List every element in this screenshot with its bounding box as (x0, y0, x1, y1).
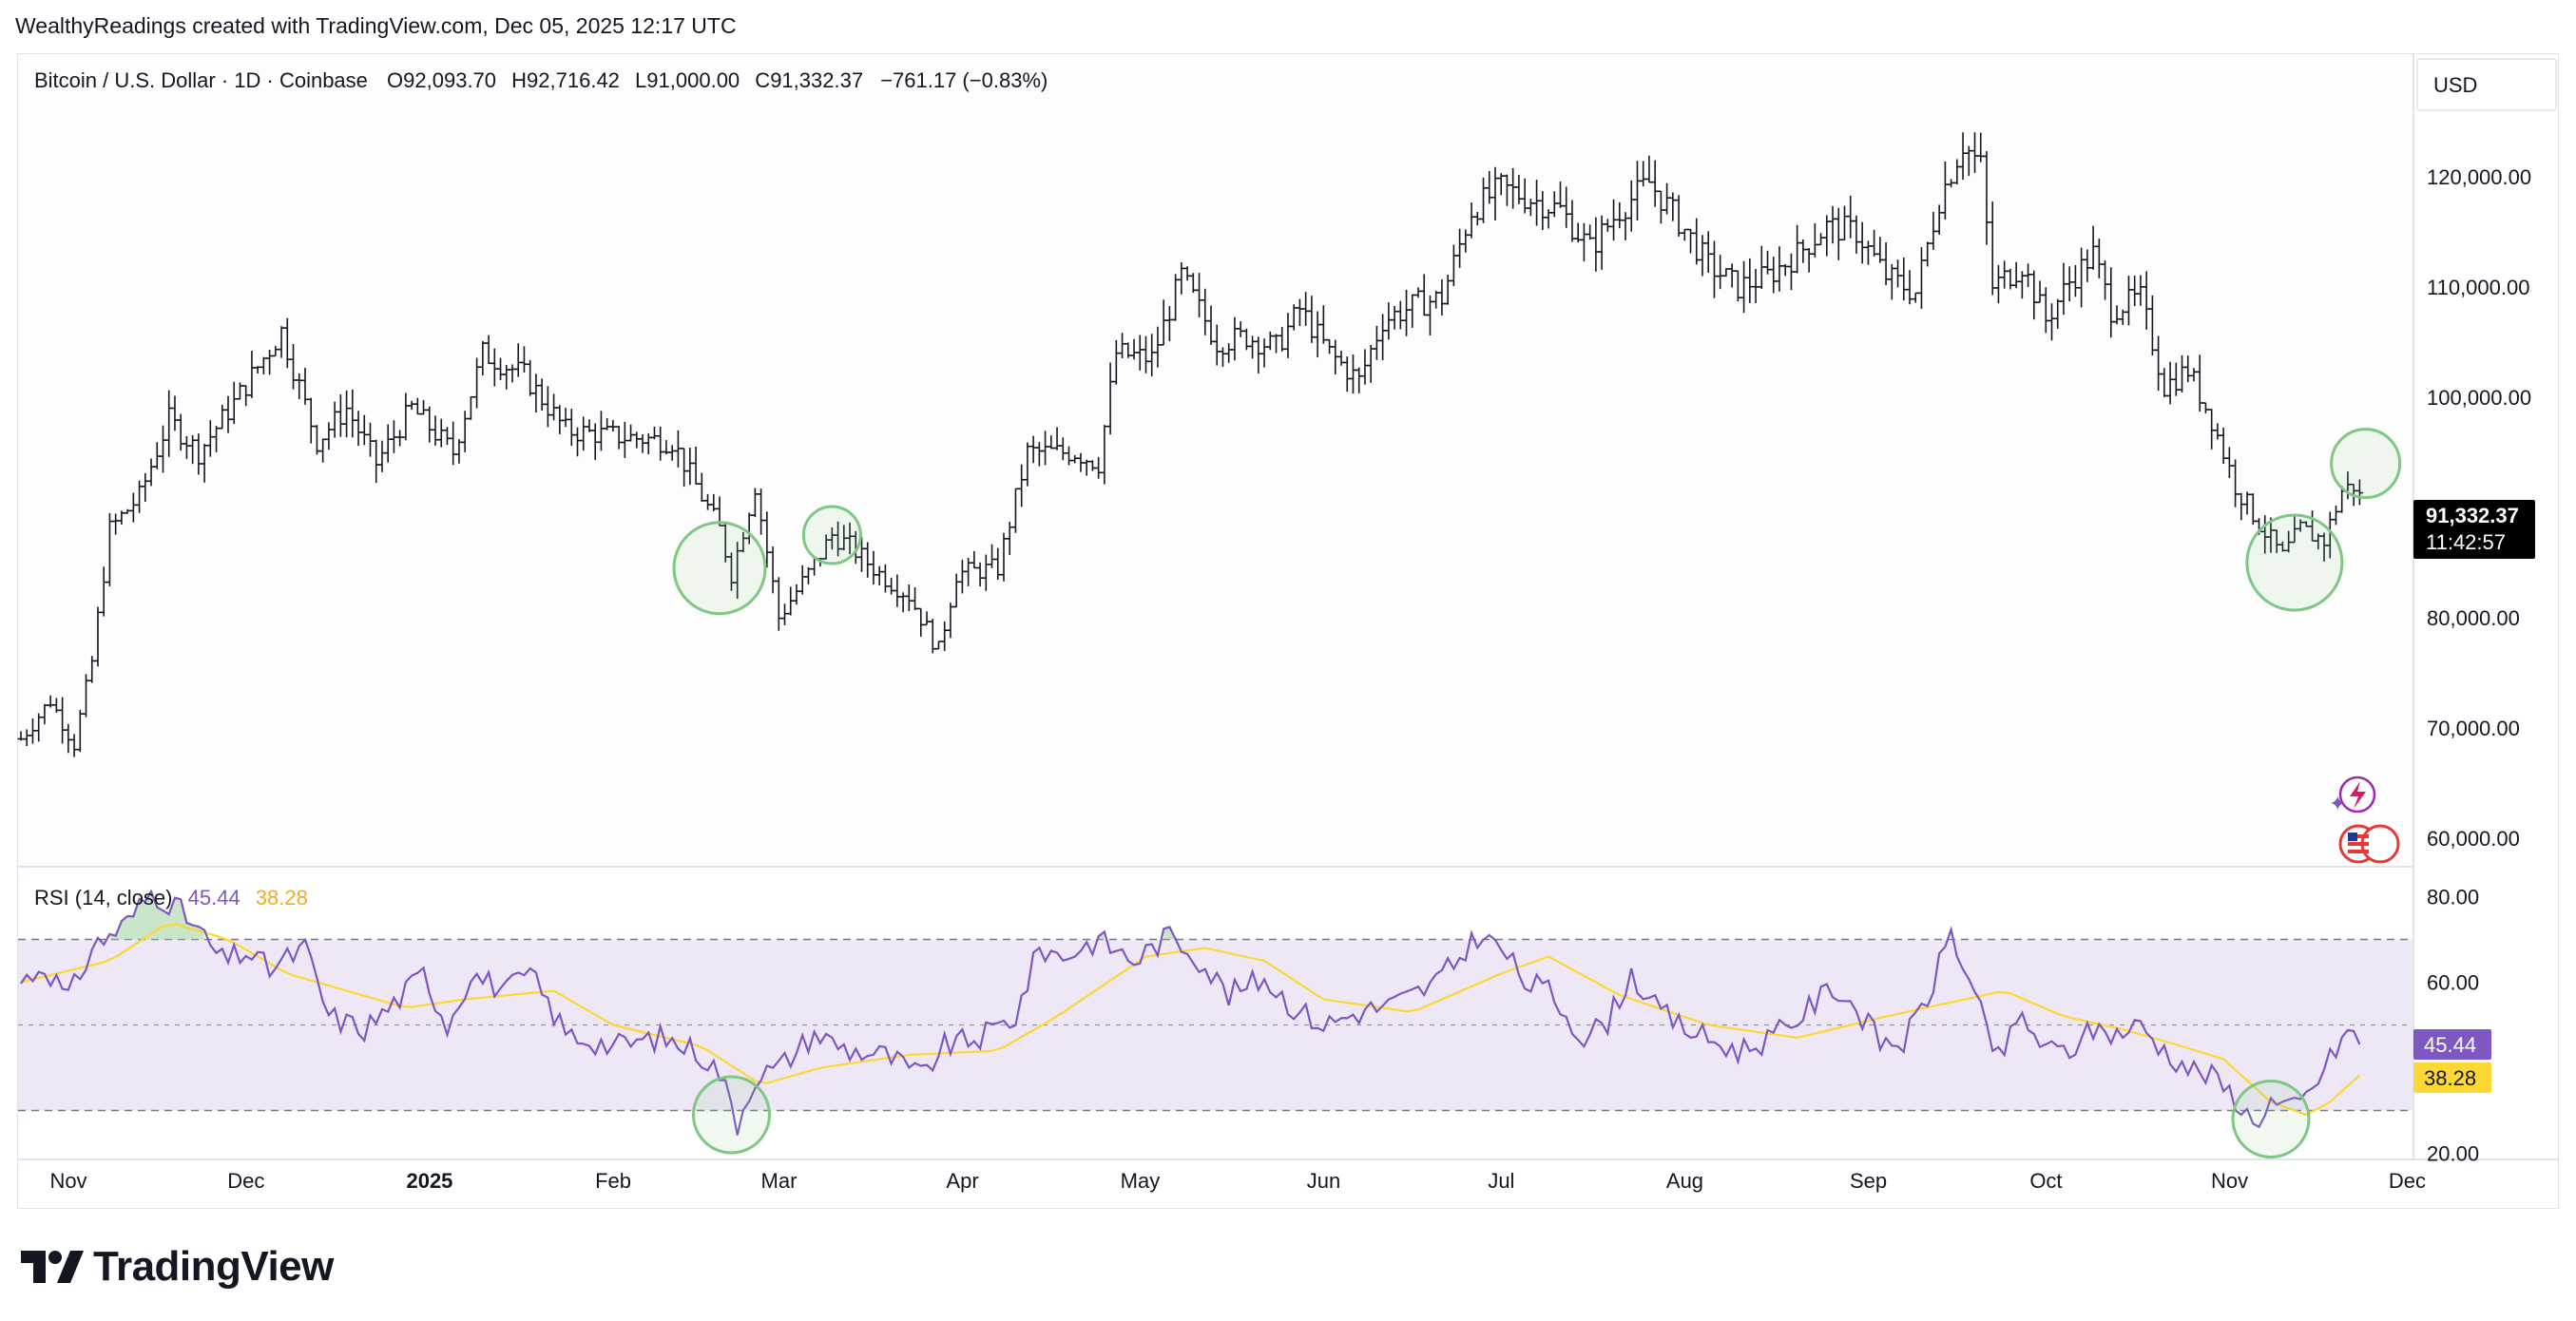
chart-frame (17, 53, 2559, 1209)
annotation-circle[interactable] (2231, 1080, 2311, 1158)
chart-attribution: WealthyReadings created with TradingView… (15, 13, 737, 38)
annotation-circle[interactable] (691, 1075, 771, 1155)
time-tick-label: Dec (2389, 1169, 2426, 1193)
annotation-circle[interactable] (672, 521, 767, 616)
tradingview-wordmark: TradingView (93, 1243, 334, 1290)
legend-open: 92,093.70 (403, 68, 496, 92)
price-tick-label: 120,000.00 (2427, 165, 2531, 189)
time-tick-label: Apr (946, 1169, 978, 1193)
rsi-ma-line (20, 923, 2361, 1117)
annotation-circle[interactable] (2330, 428, 2402, 500)
price-scale[interactable]: 120,000.00 110,000.00 100,000.00 80,000.00 7… (2427, 165, 2531, 851)
time-tick-label: Feb (595, 1169, 631, 1193)
rsi-legend[interactable]: RSI (14, close) 45.44 38.28 (34, 886, 308, 909)
legend-high: 92,716.42 (527, 68, 620, 92)
rsi-tick-label: 20.00 (2427, 1142, 2479, 1166)
us-flag-event-icon[interactable] (2338, 824, 2400, 864)
ohlc-bar (2355, 479, 2363, 506)
bar-countdown: 11:42:57 (2426, 530, 2506, 554)
time-scale[interactable]: Nov Dec 2025 Feb Mar Apr May Jun Jul Aug Sep Oct Nov… (49, 1169, 2426, 1193)
currency-label: USD (2433, 73, 2477, 97)
time-tick-label: Mar (761, 1169, 798, 1193)
price-tick-label: 60,000.00 (2427, 827, 2520, 851)
legend-change: −761.17 (−0.83%) (880, 68, 1048, 92)
rsi-scale[interactable]: 80.00 60.00 20.00 (2427, 886, 2479, 1166)
legend-high-label: H (511, 68, 527, 92)
rsi-legend-value: 45.44 (188, 886, 240, 909)
price-bars (17, 132, 2363, 757)
time-tick-label: Jul (1488, 1169, 1514, 1193)
rsi-legend-ma: 38.28 (256, 886, 308, 909)
time-tick-label: Jun (1307, 1169, 1340, 1193)
legend-open-label: O (387, 68, 403, 92)
rsi-value-badge: 45.44 (2413, 1029, 2491, 1060)
currency-button[interactable]: USD (2416, 58, 2557, 111)
time-tick-label: 2025 (406, 1169, 452, 1193)
price-tick-label: 80,000.00 (2427, 606, 2520, 630)
legend-close-label: C (755, 68, 770, 92)
annotation-circle[interactable] (801, 505, 862, 565)
time-tick-label: Sep (1850, 1169, 1887, 1193)
rsi-ma-badge-text: 38.28 (2424, 1066, 2476, 1090)
rsi-tick-label: 60.00 (2427, 971, 2479, 995)
price-tick-label: 100,000.00 (2427, 386, 2531, 410)
price-tick-label: 70,000.00 (2427, 717, 2520, 740)
time-tick-label: Nov (2211, 1169, 2248, 1193)
svg-text:✦: ✦ (2329, 792, 2346, 815)
rsi-tick-label: 80.00 (2427, 886, 2479, 909)
legend-low: 91,000.00 (646, 68, 740, 92)
annotation-circle[interactable] (2245, 513, 2344, 612)
tradingview-logo[interactable]: TradingView (21, 1243, 334, 1291)
legend-symbol: Bitcoin / U.S. Dollar · 1D · Coinbase (34, 68, 368, 92)
last-price: 91,332.37 (2426, 504, 2519, 527)
rsi-pane[interactable] (18, 890, 2413, 1112)
time-tick-label: Oct (2029, 1169, 2062, 1193)
time-tick-label: Dec (227, 1169, 264, 1193)
price-tick-label: 110,000.00 (2427, 276, 2529, 299)
time-tick-label: Nov (49, 1169, 87, 1193)
annotation-circles (672, 428, 2402, 1158)
lightning-event-icon[interactable]: ✦ (2329, 775, 2376, 815)
rsi-ma-badge: 38.28 (2413, 1063, 2491, 1093)
chart-canvas[interactable]: 120,000.00 110,000.00 100,000.00 80,000.00 7… (0, 0, 2576, 1235)
tradingview-logo-icon (21, 1251, 84, 1283)
symbol-legend[interactable]: Bitcoin / U.S. Dollar · 1D · Coinbase O9… (34, 68, 1048, 92)
time-tick-label: Aug (1666, 1169, 1703, 1193)
legend-low-label: L (635, 68, 646, 92)
last-price-badge: 91,332.37 11:42:57 (2413, 500, 2535, 559)
rsi-overbought-fill (109, 890, 1176, 940)
rsi-badge-text: 45.44 (2424, 1033, 2476, 1057)
price-pane[interactable] (18, 54, 2413, 864)
rsi-line (20, 889, 2361, 1136)
time-tick-label: May (1121, 1169, 1161, 1193)
legend-close: 91,332.37 (770, 68, 863, 92)
rsi-legend-label: RSI (14, close) (34, 886, 173, 909)
